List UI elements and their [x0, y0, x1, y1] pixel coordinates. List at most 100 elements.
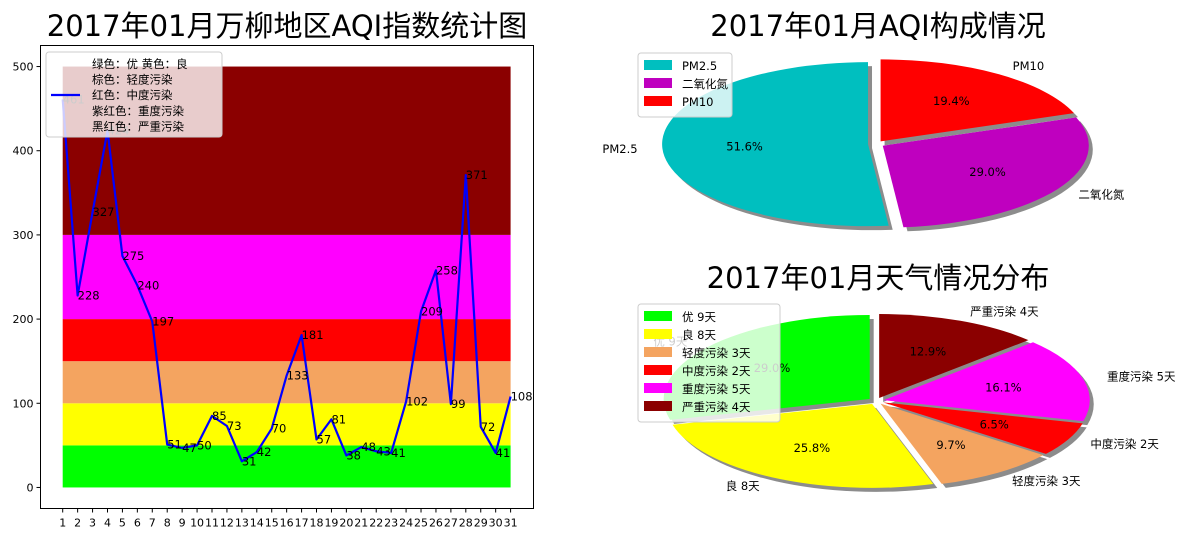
y-tick-label: 400 — [13, 145, 34, 158]
legend-entry-label: 中度污染 2天 — [682, 364, 751, 378]
aqi-band-0 — [63, 445, 511, 487]
x-tick-label: 25 — [414, 517, 428, 530]
x-tick-label: 30 — [489, 517, 503, 530]
aqi-band-1 — [63, 403, 511, 445]
aqi-data-label: 81 — [331, 412, 346, 426]
y-tick-label: 200 — [13, 313, 34, 326]
aqi-data-label: 209 — [421, 305, 443, 319]
legend-text-line: 紫红色：重度污染 — [92, 104, 184, 118]
pie-pct-label: 29.0% — [969, 165, 1006, 179]
x-tick-label: 17 — [295, 517, 309, 530]
x-tick-label: 26 — [429, 517, 443, 530]
legend-swatch — [644, 60, 672, 70]
x-tick-label: 13 — [235, 517, 249, 530]
pie-pct-label: 51.6% — [726, 140, 763, 154]
x-tick-label: 16 — [280, 517, 294, 530]
legend-entry-label: 优 9天 — [682, 310, 716, 324]
x-tick-label: 31 — [504, 517, 518, 530]
pie-category-label: PM10 — [1013, 59, 1045, 73]
aqi-data-label: 108 — [511, 390, 533, 404]
y-tick-label: 300 — [13, 229, 34, 242]
legend-text-line: 绿色：优 黄色：良 — [92, 57, 188, 71]
y-tick-label: 100 — [13, 397, 34, 410]
aqi-data-label: 41 — [391, 446, 406, 460]
aqi-composition-pie: 2017年01月AQI构成情况 51.6% PM2.5 29.0% 二氧化氮 19.4%… — [602, 9, 1124, 231]
aqi-data-label: 70 — [272, 422, 287, 436]
composition-pie-title: 2017年01月AQI构成情况 — [710, 9, 1045, 43]
x-tick-label: 12 — [220, 517, 234, 530]
x-tick-label: 10 — [190, 517, 204, 530]
legend-entry-label: 严重污染 4天 — [682, 400, 751, 414]
x-tick-label: 1 — [59, 517, 66, 530]
x-tick-label: 2 — [74, 517, 81, 530]
aqi-data-label: 51 — [167, 438, 182, 452]
pie-category-label: 严重污染 4天 — [970, 305, 1039, 319]
pie-pct-label: 6.5% — [980, 418, 1009, 432]
aqi-data-label: 240 — [137, 278, 159, 292]
legend-swatch — [644, 329, 672, 339]
aqi-data-label: 258 — [436, 263, 458, 277]
pie-category-label: 中度污染 2天 — [1090, 437, 1159, 451]
legend-entry-label: 二氧化氮 — [682, 77, 728, 91]
legend-swatch — [644, 311, 672, 321]
aqi-data-label: 50 — [197, 438, 212, 452]
aqi-data-label: 102 — [406, 395, 428, 409]
legend-entry-label: 良 8天 — [682, 328, 716, 342]
x-tick-label: 4 — [104, 517, 111, 530]
pie-pct-label: 9.7% — [936, 438, 965, 452]
x-tick-label: 29 — [474, 517, 488, 530]
x-tick-label: 19 — [324, 517, 338, 530]
aqi-data-label: 228 — [78, 289, 100, 303]
pie-pct-label: 19.4% — [933, 94, 970, 108]
weather-distribution-pie: 2017年01月天气情况分布 29.0%优 9天25.8%良 8天9.7%轻度污… — [638, 261, 1176, 493]
aqi-data-label: 181 — [302, 328, 324, 342]
x-tick-label: 23 — [384, 517, 398, 530]
legend-text-line: 棕色：轻度污染 — [92, 73, 173, 87]
legend-swatch — [644, 383, 672, 393]
aqi-data-label: 371 — [466, 168, 488, 182]
x-tick-label: 24 — [399, 517, 413, 530]
x-tick-label: 20 — [339, 517, 353, 530]
x-tick-label: 5 — [119, 517, 126, 530]
aqi-data-label: 72 — [481, 420, 496, 434]
x-tick-label: 15 — [265, 517, 279, 530]
aqi-data-label: 48 — [361, 440, 376, 454]
aqi-data-label: 85 — [212, 409, 227, 423]
weather-pie-title: 2017年01月天气情况分布 — [707, 261, 1050, 295]
pie-pct-label: 12.9% — [910, 345, 947, 359]
legend-entry-label: PM2.5 — [682, 59, 717, 73]
x-tick-label: 6 — [134, 517, 141, 530]
pie-category-label: PM2.5 — [602, 142, 637, 156]
aqi-data-label: 31 — [242, 454, 257, 468]
legend-swatch — [644, 96, 672, 106]
aqi-data-label: 99 — [451, 397, 466, 411]
pie-category-label: 二氧化氮 — [1078, 187, 1124, 201]
aqi-data-label: 73 — [227, 419, 242, 433]
aqi-data-label: 43 — [376, 444, 391, 458]
y-tick-label: 500 — [13, 61, 34, 74]
pie-pct-label: 25.8% — [794, 441, 831, 455]
aqi-data-label: 275 — [122, 249, 144, 263]
legend-swatch — [644, 401, 672, 411]
aqi-data-label: 57 — [317, 432, 332, 446]
aqi-data-label: 133 — [287, 368, 309, 382]
x-tick-label: 28 — [459, 517, 473, 530]
aqi-data-label: 38 — [346, 448, 361, 462]
pie-category-label: 重度污染 5天 — [1107, 369, 1176, 383]
aqi-data-label: 327 — [93, 205, 115, 219]
x-tick-label: 21 — [354, 517, 368, 530]
aqi-data-label: 197 — [152, 315, 174, 329]
legend-entry-label: PM10 — [682, 95, 714, 109]
pie-legend: PM2.5 二氧化氮 PM10 — [638, 53, 732, 117]
legend-swatch — [644, 347, 672, 357]
x-tick-label: 9 — [179, 517, 186, 530]
x-tick-label: 14 — [250, 517, 264, 530]
legend-entry-label: 轻度污染 3天 — [682, 346, 751, 360]
legend-text-line: 红色：中度污染 — [92, 88, 173, 102]
pie-category-label: 轻度污染 3天 — [1012, 474, 1081, 488]
x-tick-label: 3 — [89, 517, 96, 530]
